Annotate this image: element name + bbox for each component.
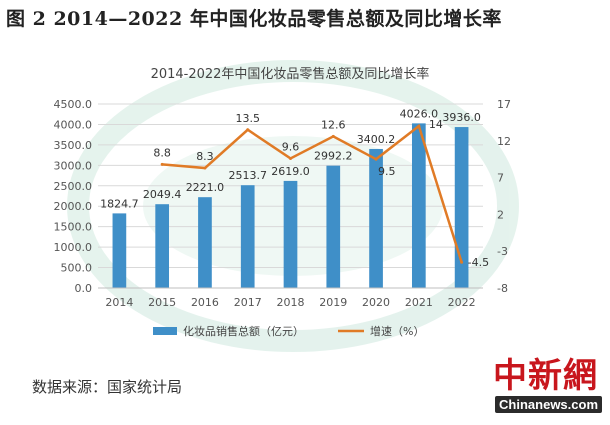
- right-tick-label: -8: [497, 282, 508, 295]
- line-point: [289, 156, 292, 160]
- line-point: [417, 124, 421, 128]
- bar-data-label: 2049.4: [143, 188, 182, 201]
- line-point: [203, 166, 207, 170]
- x-tick-label: 2020: [362, 296, 390, 309]
- bar: [240, 185, 255, 288]
- bar-data-label: 2992.2: [314, 150, 353, 163]
- right-tick-label: 7: [497, 172, 504, 185]
- left-tick-label: 1000.0: [54, 241, 93, 254]
- x-tick-label: 2022: [448, 296, 476, 309]
- line-data-label: 14: [429, 118, 443, 131]
- left-tick-label: 4500.0: [54, 98, 93, 111]
- x-tick-label: 2018: [277, 296, 305, 309]
- line-point: [160, 162, 164, 166]
- line-series: 8.8 8.3 13.5 9.6 12.6 9.5 14 -4.5: [153, 112, 489, 269]
- left-tick-label: 2500.0: [54, 180, 93, 193]
- line-data-label: 9.6: [282, 140, 300, 153]
- bar: [411, 123, 426, 288]
- source-note: 数据来源：国家统计局: [32, 378, 183, 396]
- x-axis: 2014 2015 2016 2017 2018 2019 2020 2021 2022: [98, 287, 483, 309]
- left-tick-label: 3000.0: [54, 159, 93, 172]
- line-point: [246, 128, 250, 132]
- line-data-label: 8.3: [196, 150, 214, 163]
- chart-area: 2014-2022年中国化妆品零售总额及同比增长率 4500.0 4000.0 35…: [38, 56, 543, 354]
- legend-label-line: 增速（%）: [370, 324, 424, 338]
- chart-title: 2014-2022年中国化妆品零售总额及同比增长率: [151, 66, 430, 82]
- x-tick-label: 2021: [405, 296, 433, 309]
- x-tick-label: 2015: [148, 296, 176, 309]
- x-tick-label: 2019: [319, 296, 347, 309]
- left-tick-label: 3500.0: [54, 139, 93, 152]
- figure-title: 图 2 2014—2022 年中国化妆品零售总额及同比增长率: [6, 8, 502, 30]
- left-tick-label: 4000.0: [54, 118, 93, 131]
- chinanews-logo-cn: 中新網: [493, 356, 598, 396]
- line-point: [460, 260, 464, 264]
- bar-data-label: 2513.7: [228, 169, 267, 182]
- bar: [198, 197, 212, 288]
- legend: 化妆品销售总额（亿元） 增速（%）: [153, 324, 424, 338]
- right-tick-label: -3: [497, 245, 508, 258]
- bar: [112, 213, 127, 288]
- legend-label-bar: 化妆品销售总额（亿元）: [183, 324, 304, 338]
- bar-data-label: 3400.2: [357, 133, 396, 146]
- right-tick-label: 2: [497, 208, 504, 221]
- right-tick-label: 12: [497, 135, 511, 148]
- left-tick-label: 0.0: [75, 282, 93, 295]
- line-point: [331, 134, 335, 138]
- x-tick-label: 2016: [191, 296, 219, 309]
- right-tick-label: 17: [497, 98, 511, 111]
- line-data-label: 9.5: [378, 165, 396, 178]
- line-data-label: 13.5: [235, 112, 260, 125]
- right-axis: 17 12 7 2 -3 -8: [497, 98, 511, 295]
- left-axis: 4500.0 4000.0 3500.0 3000.0 2500.0 2000.0 1500…: [54, 98, 93, 295]
- bar: [369, 148, 383, 288]
- bar: [155, 204, 170, 288]
- bar-data-label: 4026.0: [400, 107, 439, 120]
- left-tick-label: 1500.0: [54, 221, 93, 234]
- left-tick-label: 2000.0: [54, 200, 93, 213]
- line-point: [374, 157, 378, 161]
- chinanews-logo-en: Chinanews.com: [495, 396, 602, 413]
- bar-data-label: 1824.7: [100, 197, 139, 210]
- x-tick-label: 2017: [234, 296, 262, 309]
- legend-swatch-bar: [153, 327, 177, 335]
- line-data-label: -4.5: [468, 256, 489, 269]
- line-data-label: 8.8: [153, 146, 171, 159]
- bar: [283, 180, 298, 288]
- bar-data-label: 2619.0: [271, 165, 310, 178]
- bar-data-label: 3936.0: [442, 111, 481, 124]
- x-tick-label: 2014: [105, 296, 133, 309]
- left-tick-label: 500.0: [61, 262, 93, 275]
- line-data-label: 12.6: [321, 118, 346, 131]
- bar: [326, 165, 341, 288]
- growth-line: [162, 123, 463, 263]
- bar-data-label: 2221.0: [186, 181, 225, 194]
- combo-chart: 2014-2022年中国化妆品零售总额及同比增长率 4500.0 4000.0 35…: [54, 60, 519, 352]
- bar: [454, 127, 469, 288]
